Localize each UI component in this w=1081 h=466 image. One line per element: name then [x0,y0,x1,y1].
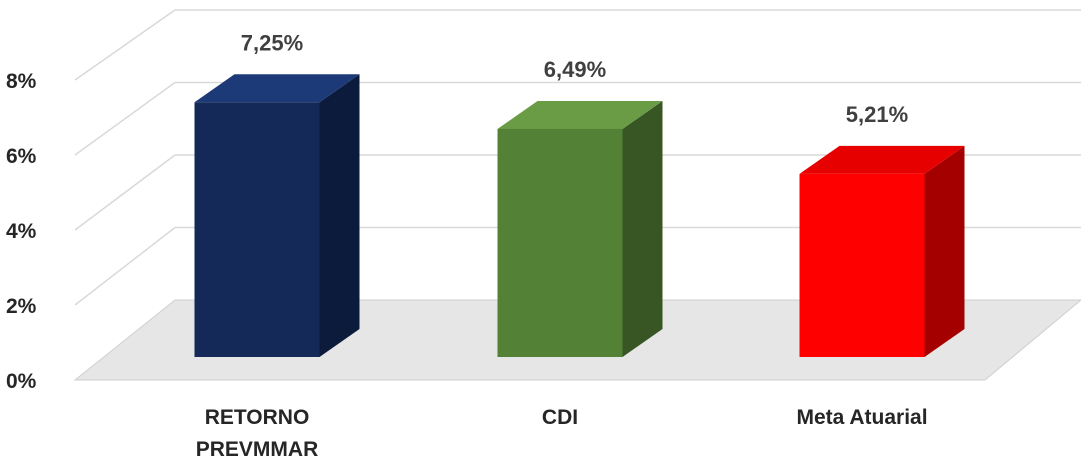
bar [497,100,663,357]
category-labels: RETORNO PREVMMAR CDI Meta Atuarial [196,406,928,461]
y-tick-label: 2% [6,295,37,318]
bar-front [497,128,623,357]
bars [194,74,965,358]
gridline-diagonal [74,226,176,306]
bar-side [319,74,360,358]
bar-front [194,102,320,357]
y-tick-label: 6% [6,145,37,168]
x-tick-label: RETORNO PREVMMAR [196,406,319,461]
bar-side [622,100,663,357]
bar-front [799,173,925,357]
data-label: 6,49% [544,57,606,82]
gridline-diagonal [74,9,176,81]
bar-top [194,74,360,103]
value-labels: 7,25% 6,49% 5,21% [241,30,908,127]
data-label: 5,21% [846,102,908,127]
bar [194,74,360,358]
bar [799,145,965,357]
bar-top [799,145,965,174]
y-axis-ticks: 0% 2% 4% 6% 8% [6,70,37,393]
bar-top [497,100,663,129]
data-label: 7,25% [241,30,303,55]
bar-side [924,145,965,357]
gridline-diagonal [74,154,176,231]
x-tick-label: CDI [542,406,578,429]
gridline-diagonal [74,81,176,156]
y-tick-label: 8% [6,70,37,93]
y-tick-label: 4% [6,220,37,243]
y-tick-label: 0% [6,370,37,393]
x-tick-label: Meta Atuarial [796,406,927,429]
